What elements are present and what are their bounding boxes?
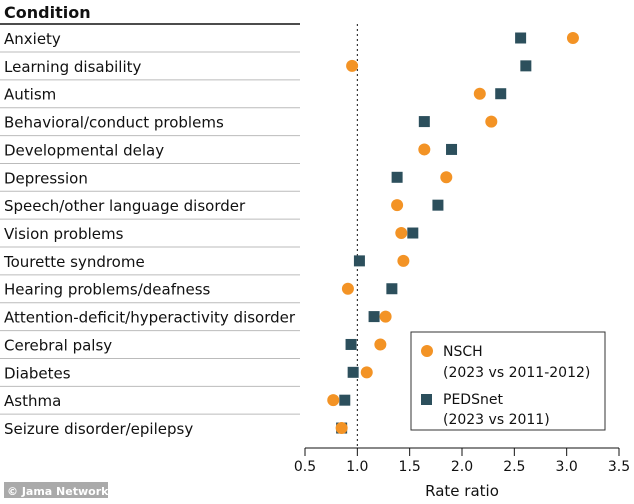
- category-label: Depression: [4, 169, 88, 187]
- pedsnet-point: [495, 88, 507, 100]
- legend-pedsnet-sub: (2023 vs 2011): [443, 412, 550, 428]
- legend-box: [410, 331, 606, 431]
- nsch-point: [346, 59, 359, 72]
- nsch-point: [566, 32, 579, 44]
- legend-nsch-label: NSCH: [443, 344, 483, 360]
- x-tick-label: 3.5: [608, 459, 630, 475]
- nsch-point: [360, 366, 373, 379]
- pedsnet-point: [345, 338, 357, 350]
- category-label: Attention-deficit/hyperactivity disorder: [4, 309, 296, 327]
- x-axis-label: Rate ratio: [425, 482, 499, 500]
- nsch-point: [440, 171, 453, 184]
- nsch-point: [374, 338, 387, 351]
- pedsnet-point: [391, 171, 403, 183]
- category-label: Developmental delay: [4, 141, 164, 159]
- category-label: Behavioral/conduct problems: [4, 114, 224, 132]
- nsch-point: [341, 282, 354, 295]
- nsch-point: [379, 310, 392, 323]
- legend-nsch-marker: [421, 345, 433, 357]
- category-label: Speech/other language disorder: [4, 197, 246, 215]
- pedsnet-point: [368, 311, 380, 323]
- category-label: Hearing problems/deafness: [4, 281, 211, 299]
- category-label: Tourette syndrome: [3, 253, 145, 271]
- x-tick-label: 0.5: [294, 459, 316, 475]
- nsch-point: [418, 143, 431, 156]
- nsch-point: [395, 227, 408, 240]
- nsch-point: [335, 422, 348, 435]
- legend-pedsnet-label: PEDSnet: [443, 392, 503, 408]
- nsch-point: [391, 199, 404, 212]
- category-label: Asthma: [4, 392, 61, 410]
- category-label: Anxiety: [4, 30, 61, 48]
- legend: NSCH (2023 vs 2011-2012) PEDSnet (2023 v…: [410, 331, 606, 431]
- pedsnet-point: [353, 255, 365, 267]
- pedsnet-point: [347, 366, 359, 378]
- column-header: Condition: [4, 3, 91, 22]
- category-label: Diabetes: [4, 364, 71, 382]
- nsch-point: [397, 254, 410, 267]
- nsch-point: [327, 394, 340, 407]
- pedsnet-point: [386, 283, 398, 295]
- svg-text:© Jama Network: © Jama Network: [7, 485, 109, 498]
- pedsnet-point: [418, 116, 430, 128]
- legend-nsch-sub: (2023 vs 2011-2012): [443, 365, 590, 381]
- nsch-point: [473, 87, 486, 100]
- pedsnet-point: [432, 199, 444, 211]
- category-label: Learning disability: [4, 58, 141, 76]
- pedsnet-point: [515, 32, 527, 44]
- x-tick-label: 1.0: [346, 459, 368, 475]
- x-tick-label: 2.0: [451, 459, 473, 475]
- nsch-point: [485, 115, 498, 128]
- x-tick-label: 3.0: [556, 459, 578, 475]
- category-label: Cerebral palsy: [4, 336, 112, 354]
- pedsnet-point: [407, 227, 419, 239]
- category-label: Vision problems: [4, 225, 124, 243]
- legend-pedsnet-marker: [421, 394, 432, 405]
- pedsnet-point: [339, 394, 351, 406]
- watermark: © Jama Network: [4, 482, 109, 498]
- pedsnet-point: [520, 60, 532, 72]
- pedsnet-point: [446, 143, 458, 155]
- x-tick-label: 2.5: [503, 459, 525, 475]
- x-tick-label: 1.5: [399, 459, 421, 475]
- category-label: Seizure disorder/epilepsy: [4, 420, 193, 438]
- category-label: Autism: [4, 86, 56, 104]
